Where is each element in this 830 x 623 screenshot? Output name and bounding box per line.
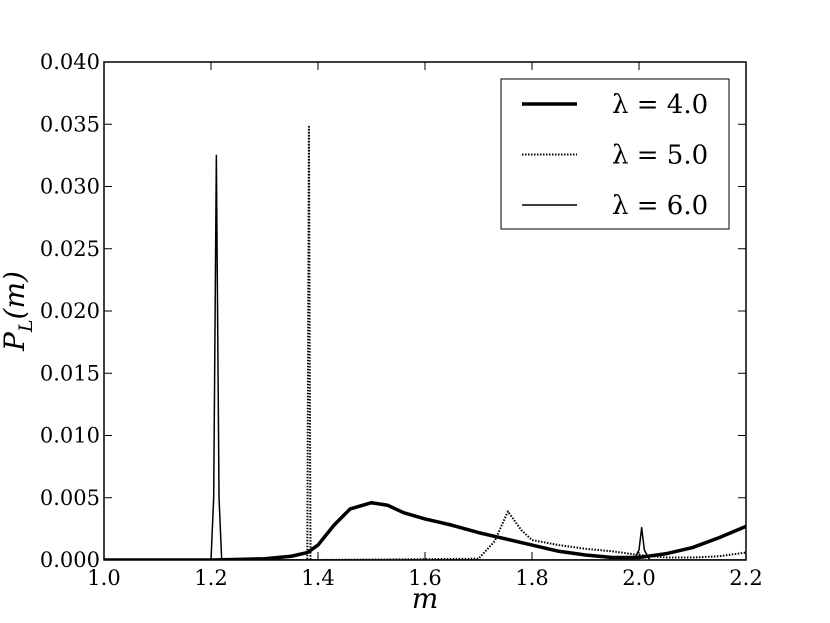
x-tick-label: 1.6 [408,566,441,590]
x-tick-label: 1.0 [87,566,120,590]
y-tick-label: 0.020 [40,299,100,323]
y-tick-label: 0.030 [40,175,100,199]
legend-label: λ = 6.0 [612,191,708,221]
x-tick-label: 1.8 [515,566,548,590]
legend-box [500,78,730,230]
y-tick-label: 0.040 [40,50,100,74]
plot-frame [103,61,747,561]
y-tick-label: 0.025 [40,237,100,261]
x-tick-label: 2.0 [622,566,655,590]
y-label-base: P [0,331,31,352]
y-tick-label: 0.035 [40,112,100,136]
series-line [104,154,746,560]
y-label-sub: L [15,319,37,333]
y-tick-label: 0.000 [40,548,100,572]
series-line [104,500,746,560]
legend-label: λ = 5.0 [612,141,708,171]
plot-lines [104,125,746,560]
x-tick-label: 1.2 [194,566,227,590]
y-tick-label: 0.015 [40,361,100,385]
y-tick-label: 0.005 [40,486,100,510]
legend-label: λ = 4.0 [612,90,708,120]
x-tick-label: 1.4 [301,566,334,590]
x-axis-label: m [412,582,439,615]
y-axis-label: PL(m) [0,271,37,352]
x-tick-label: 2.2 [729,566,762,590]
series-line [104,125,746,560]
y-tick-label: 0.010 [40,424,100,448]
y-label-rest: (m) [0,271,31,319]
